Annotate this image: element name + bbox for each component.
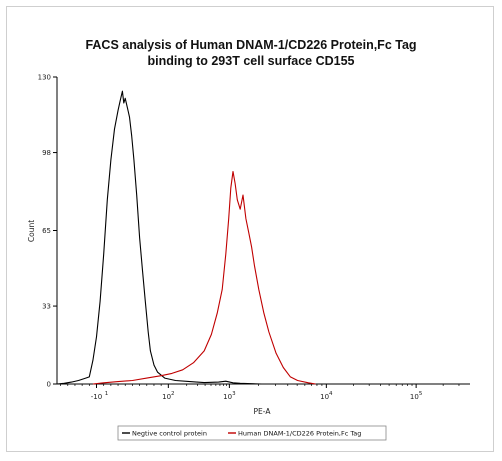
chart-title-line-2: binding to 293T cell surface CD155: [147, 54, 355, 68]
series-line-1: [56, 90, 262, 385]
y-tick-label: 65: [42, 227, 51, 235]
x-tick-label: 105: [410, 391, 423, 401]
y-tick-label: 0: [47, 381, 51, 389]
y-tick-label: 98: [42, 149, 51, 157]
chart-title-line-1: FACS analysis of Human DNAM-1/CD226 Prot…: [85, 38, 417, 52]
x-axis-label: PE-A: [254, 407, 272, 416]
y-tick-label: 33: [42, 303, 51, 311]
x-tick-label: 104: [320, 391, 333, 401]
x-tick-label: 102: [162, 391, 174, 401]
y-axis-label: Count: [27, 220, 36, 242]
series-layer: [56, 90, 316, 385]
legend-box: [117, 425, 387, 441]
legend-label-1: Negtive control protein: [132, 430, 207, 438]
x-tick-label: 103: [223, 391, 236, 401]
legend-label-2: Human DNAM-1/CD226 Protein,Fc Tag: [238, 430, 361, 438]
x-tick-sup: 1: [105, 391, 109, 397]
legend: Negtive control protein Human DNAM-1/CD22…: [117, 425, 387, 441]
series-line-2: [92, 170, 316, 385]
x-tick-label: -10: [91, 393, 102, 401]
axes: 0 33 65 98 130 -10 102 103 104 105 1: [38, 74, 470, 401]
y-tick-label: 130: [38, 74, 51, 82]
